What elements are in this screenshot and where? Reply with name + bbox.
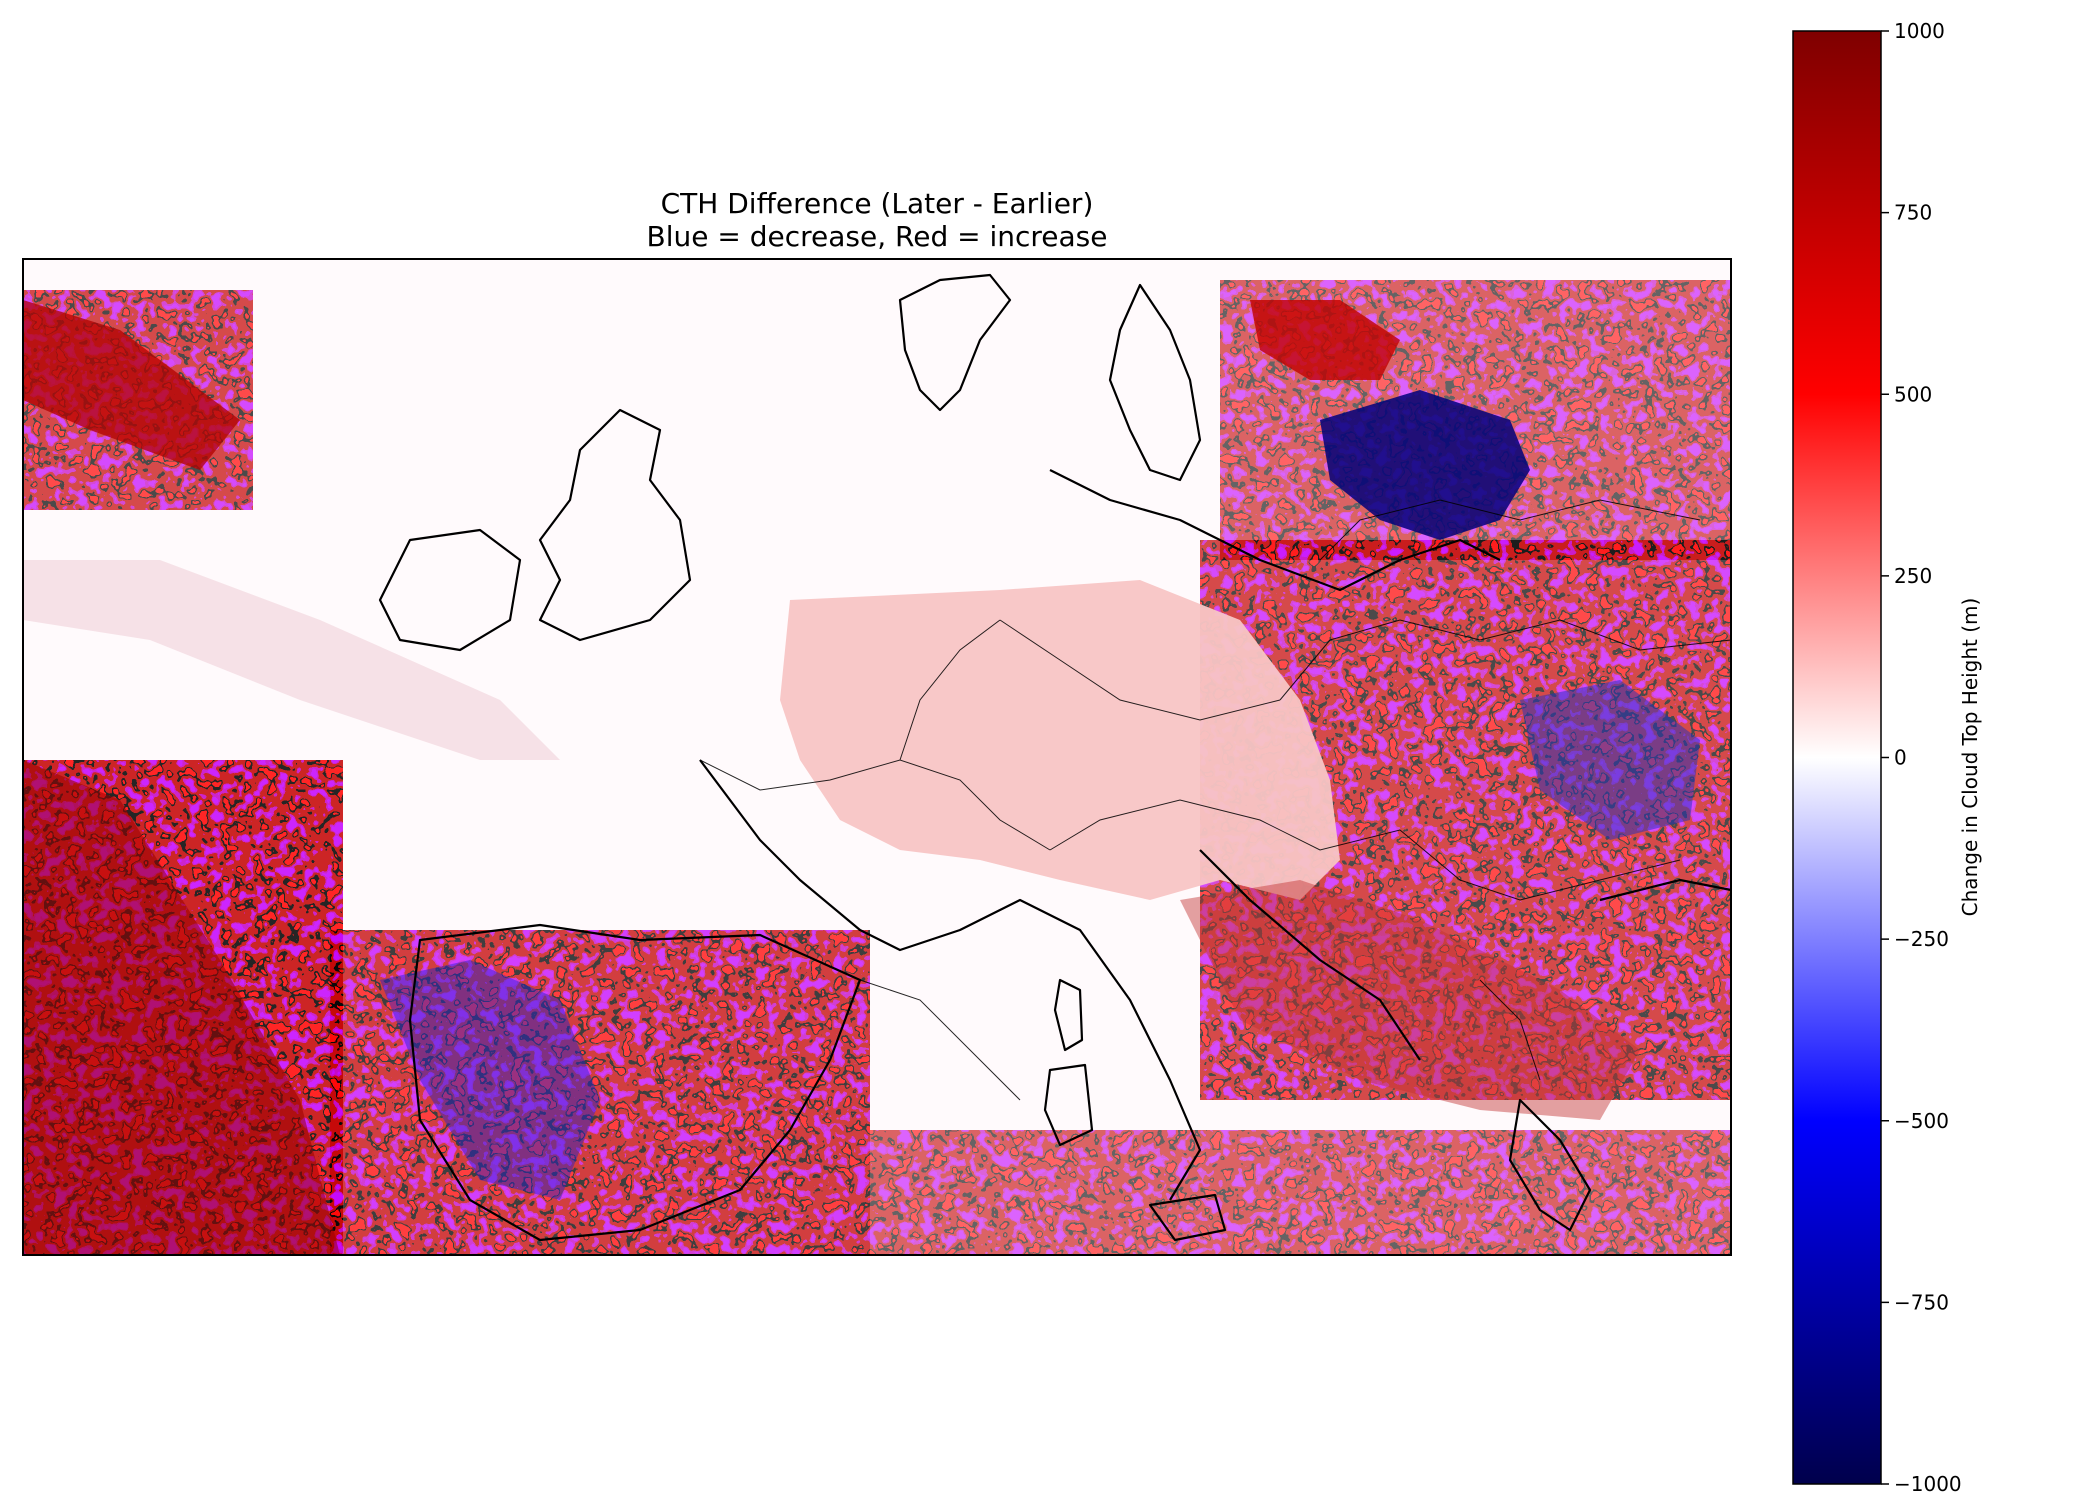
coastline-sicily (1148, 1193, 1227, 1242)
map-frame (22, 258, 1732, 1256)
coastline-baltic (1049, 469, 1501, 592)
coastline-france-italy (699, 759, 1202, 1201)
chart-subtitle: Blue = decrease, Red = increase (647, 220, 1108, 253)
colorbar-tick-label: 500 (1894, 382, 1932, 406)
border-line (1279, 619, 1732, 701)
colorbar-tick-label: 1000 (1894, 19, 1945, 43)
country-borders (699, 499, 1732, 1101)
noise-texture-south (870, 1130, 1731, 1255)
colorbar-tick-label: −500 (1894, 1109, 1949, 1133)
chart-title: CTH Difference (Later - Earlier) (661, 187, 1094, 220)
cth-difference-field (23, 280, 1731, 1255)
border-line (1049, 799, 1401, 851)
colorbar-label: Change in Cloud Top Height (m) (1958, 598, 1982, 917)
cloud-streak-west (23, 560, 560, 760)
coastline-corsica (1053, 978, 1084, 1052)
colorbar-ticks: 1000 750 500 250 0 −250 −500 −750 −1000 (1881, 19, 1962, 1496)
coastline-greece (1508, 1098, 1592, 1232)
colorbar-tick-label: 250 (1894, 564, 1932, 588)
coastline-black-sea (1599, 878, 1732, 902)
coastline-scandinavia (898, 273, 1012, 412)
colorbar-tick-label: −1000 (1894, 1472, 1962, 1496)
coastline-sweden (1108, 283, 1202, 482)
colorbar-tick-label: 750 (1894, 201, 1932, 225)
colorbar-gradient (1792, 30, 1882, 1485)
coastline-sardinia (1043, 1063, 1094, 1147)
coastlines (378, 273, 1732, 1242)
east-blue-patch (1520, 680, 1700, 840)
noise-texture-iberia (330, 930, 870, 1255)
map-panel (22, 258, 1732, 1256)
coastline-britain (538, 408, 692, 642)
border-line (1479, 979, 1541, 1081)
border-line (899, 619, 1001, 761)
coastline-iberia (408, 923, 862, 1242)
border-line (1319, 499, 1701, 561)
baltic-blue-patch (1320, 390, 1530, 540)
colorbar-tick-label: 0 (1894, 746, 1907, 770)
coastline-ireland (378, 528, 522, 652)
west-atlantic-band (23, 760, 340, 1255)
iberia-blue-band (380, 960, 600, 1200)
central-europe-increase (780, 580, 1340, 900)
west-red-band (23, 300, 240, 470)
border-line (1399, 829, 1681, 901)
border-line (859, 979, 1021, 1101)
baltic-red-patch (1250, 300, 1400, 380)
colorbar: 1000 750 500 250 0 −250 −500 −750 −1000 Change i… (1792, 19, 1982, 1496)
colorbar-tick-label: −250 (1894, 927, 1949, 951)
border-line (999, 619, 1281, 721)
coastline-adriatic (1199, 849, 1421, 1061)
colorbar-tick-label: −750 (1894, 1290, 1949, 1314)
